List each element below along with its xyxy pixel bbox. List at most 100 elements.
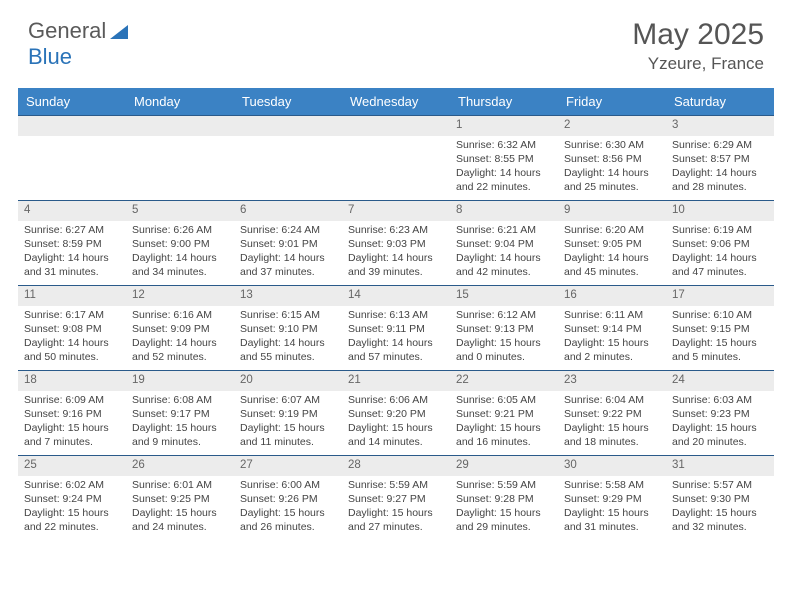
day-number: 13 — [234, 286, 342, 306]
daylight-text: Daylight: 14 hours and 57 minutes. — [348, 336, 444, 364]
calendar: Sunday Monday Tuesday Wednesday Thursday… — [18, 88, 774, 540]
day-cell: 9Sunrise: 6:20 AMSunset: 9:05 PMDaylight… — [558, 201, 666, 285]
day-cell: 13Sunrise: 6:15 AMSunset: 9:10 PMDayligh… — [234, 286, 342, 370]
week-row: 18Sunrise: 6:09 AMSunset: 9:16 PMDayligh… — [18, 370, 774, 455]
sunrise-text: Sunrise: 5:57 AM — [672, 478, 768, 492]
sunset-text: Sunset: 9:30 PM — [672, 492, 768, 506]
daylight-text: Daylight: 15 hours and 0 minutes. — [456, 336, 552, 364]
daylight-text: Daylight: 14 hours and 47 minutes. — [672, 251, 768, 279]
day-number: 2 — [558, 116, 666, 136]
day-cell — [234, 116, 342, 200]
day-body: Sunrise: 6:27 AMSunset: 8:59 PMDaylight:… — [18, 221, 126, 284]
sunrise-text: Sunrise: 6:24 AM — [240, 223, 336, 237]
day-number: 9 — [558, 201, 666, 221]
daylight-text: Daylight: 15 hours and 7 minutes. — [24, 421, 120, 449]
daylight-text: Daylight: 15 hours and 22 minutes. — [24, 506, 120, 534]
day-body: Sunrise: 6:15 AMSunset: 9:10 PMDaylight:… — [234, 306, 342, 369]
sunrise-text: Sunrise: 6:09 AM — [24, 393, 120, 407]
day-number: 16 — [558, 286, 666, 306]
day-header: Sunday — [18, 88, 126, 115]
sunset-text: Sunset: 9:24 PM — [24, 492, 120, 506]
day-number: 27 — [234, 456, 342, 476]
sunset-text: Sunset: 9:10 PM — [240, 322, 336, 336]
daylight-text: Daylight: 14 hours and 52 minutes. — [132, 336, 228, 364]
day-number — [234, 116, 342, 136]
sunset-text: Sunset: 9:29 PM — [564, 492, 660, 506]
sunrise-text: Sunrise: 6:17 AM — [24, 308, 120, 322]
daylight-text: Daylight: 15 hours and 5 minutes. — [672, 336, 768, 364]
day-cell — [18, 116, 126, 200]
sunset-text: Sunset: 9:05 PM — [564, 237, 660, 251]
sunset-text: Sunset: 9:08 PM — [24, 322, 120, 336]
sunset-text: Sunset: 9:17 PM — [132, 407, 228, 421]
day-number: 26 — [126, 456, 234, 476]
sunrise-text: Sunrise: 5:59 AM — [456, 478, 552, 492]
daylight-text: Daylight: 15 hours and 29 minutes. — [456, 506, 552, 534]
day-cell: 28Sunrise: 5:59 AMSunset: 9:27 PMDayligh… — [342, 456, 450, 540]
day-body: Sunrise: 6:29 AMSunset: 8:57 PMDaylight:… — [666, 136, 774, 199]
daylight-text: Daylight: 14 hours and 34 minutes. — [132, 251, 228, 279]
day-number: 3 — [666, 116, 774, 136]
daylight-text: Daylight: 14 hours and 22 minutes. — [456, 166, 552, 194]
sunset-text: Sunset: 9:27 PM — [348, 492, 444, 506]
sunrise-text: Sunrise: 6:12 AM — [456, 308, 552, 322]
day-body: Sunrise: 6:00 AMSunset: 9:26 PMDaylight:… — [234, 476, 342, 539]
day-body — [234, 136, 342, 142]
day-body: Sunrise: 6:02 AMSunset: 9:24 PMDaylight:… — [18, 476, 126, 539]
daylight-text: Daylight: 15 hours and 24 minutes. — [132, 506, 228, 534]
sunset-text: Sunset: 9:28 PM — [456, 492, 552, 506]
sunrise-text: Sunrise: 6:13 AM — [348, 308, 444, 322]
day-number — [126, 116, 234, 136]
day-body: Sunrise: 6:01 AMSunset: 9:25 PMDaylight:… — [126, 476, 234, 539]
day-cell: 6Sunrise: 6:24 AMSunset: 9:01 PMDaylight… — [234, 201, 342, 285]
day-cell: 27Sunrise: 6:00 AMSunset: 9:26 PMDayligh… — [234, 456, 342, 540]
daylight-text: Daylight: 14 hours and 55 minutes. — [240, 336, 336, 364]
day-cell: 25Sunrise: 6:02 AMSunset: 9:24 PMDayligh… — [18, 456, 126, 540]
daylight-text: Daylight: 15 hours and 32 minutes. — [672, 506, 768, 534]
sunrise-text: Sunrise: 6:30 AM — [564, 138, 660, 152]
location: Yzeure, France — [632, 54, 764, 74]
sunrise-text: Sunrise: 6:15 AM — [240, 308, 336, 322]
day-number: 18 — [18, 371, 126, 391]
day-cell: 8Sunrise: 6:21 AMSunset: 9:04 PMDaylight… — [450, 201, 558, 285]
sunrise-text: Sunrise: 6:20 AM — [564, 223, 660, 237]
day-cell: 20Sunrise: 6:07 AMSunset: 9:19 PMDayligh… — [234, 371, 342, 455]
logo: General — [28, 18, 128, 44]
sunrise-text: Sunrise: 5:58 AM — [564, 478, 660, 492]
day-body: Sunrise: 6:24 AMSunset: 9:01 PMDaylight:… — [234, 221, 342, 284]
day-cell: 15Sunrise: 6:12 AMSunset: 9:13 PMDayligh… — [450, 286, 558, 370]
daylight-text: Daylight: 15 hours and 9 minutes. — [132, 421, 228, 449]
sunrise-text: Sunrise: 6:29 AM — [672, 138, 768, 152]
day-number: 15 — [450, 286, 558, 306]
sunrise-text: Sunrise: 6:10 AM — [672, 308, 768, 322]
day-number: 31 — [666, 456, 774, 476]
day-cell — [126, 116, 234, 200]
day-body: Sunrise: 6:32 AMSunset: 8:55 PMDaylight:… — [450, 136, 558, 199]
title-block: May 2025 Yzeure, France — [632, 18, 764, 74]
sunrise-text: Sunrise: 6:16 AM — [132, 308, 228, 322]
sunset-text: Sunset: 8:57 PM — [672, 152, 768, 166]
sunset-text: Sunset: 8:55 PM — [456, 152, 552, 166]
day-number: 11 — [18, 286, 126, 306]
day-number: 29 — [450, 456, 558, 476]
day-body: Sunrise: 6:07 AMSunset: 9:19 PMDaylight:… — [234, 391, 342, 454]
daylight-text: Daylight: 15 hours and 26 minutes. — [240, 506, 336, 534]
sunrise-text: Sunrise: 6:21 AM — [456, 223, 552, 237]
day-number: 25 — [18, 456, 126, 476]
day-body: Sunrise: 5:57 AMSunset: 9:30 PMDaylight:… — [666, 476, 774, 539]
day-cell: 3Sunrise: 6:29 AMSunset: 8:57 PMDaylight… — [666, 116, 774, 200]
day-cell: 16Sunrise: 6:11 AMSunset: 9:14 PMDayligh… — [558, 286, 666, 370]
sunset-text: Sunset: 9:11 PM — [348, 322, 444, 336]
day-body: Sunrise: 6:26 AMSunset: 9:00 PMDaylight:… — [126, 221, 234, 284]
day-cell: 30Sunrise: 5:58 AMSunset: 9:29 PMDayligh… — [558, 456, 666, 540]
logo-text-b: Blue — [28, 44, 72, 70]
day-body: Sunrise: 6:10 AMSunset: 9:15 PMDaylight:… — [666, 306, 774, 369]
day-header-row: Sunday Monday Tuesday Wednesday Thursday… — [18, 88, 774, 115]
day-cell: 14Sunrise: 6:13 AMSunset: 9:11 PMDayligh… — [342, 286, 450, 370]
sunset-text: Sunset: 9:14 PM — [564, 322, 660, 336]
day-cell: 31Sunrise: 5:57 AMSunset: 9:30 PMDayligh… — [666, 456, 774, 540]
sunset-text: Sunset: 9:03 PM — [348, 237, 444, 251]
day-cell: 4Sunrise: 6:27 AMSunset: 8:59 PMDaylight… — [18, 201, 126, 285]
day-body: Sunrise: 6:09 AMSunset: 9:16 PMDaylight:… — [18, 391, 126, 454]
logo-triangle-icon — [110, 23, 128, 39]
